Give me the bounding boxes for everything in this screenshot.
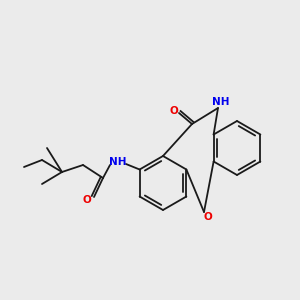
Text: NH: NH xyxy=(212,97,230,107)
Text: O: O xyxy=(82,195,91,205)
Text: O: O xyxy=(169,106,178,116)
Text: O: O xyxy=(204,212,212,222)
Text: NH: NH xyxy=(109,157,127,167)
